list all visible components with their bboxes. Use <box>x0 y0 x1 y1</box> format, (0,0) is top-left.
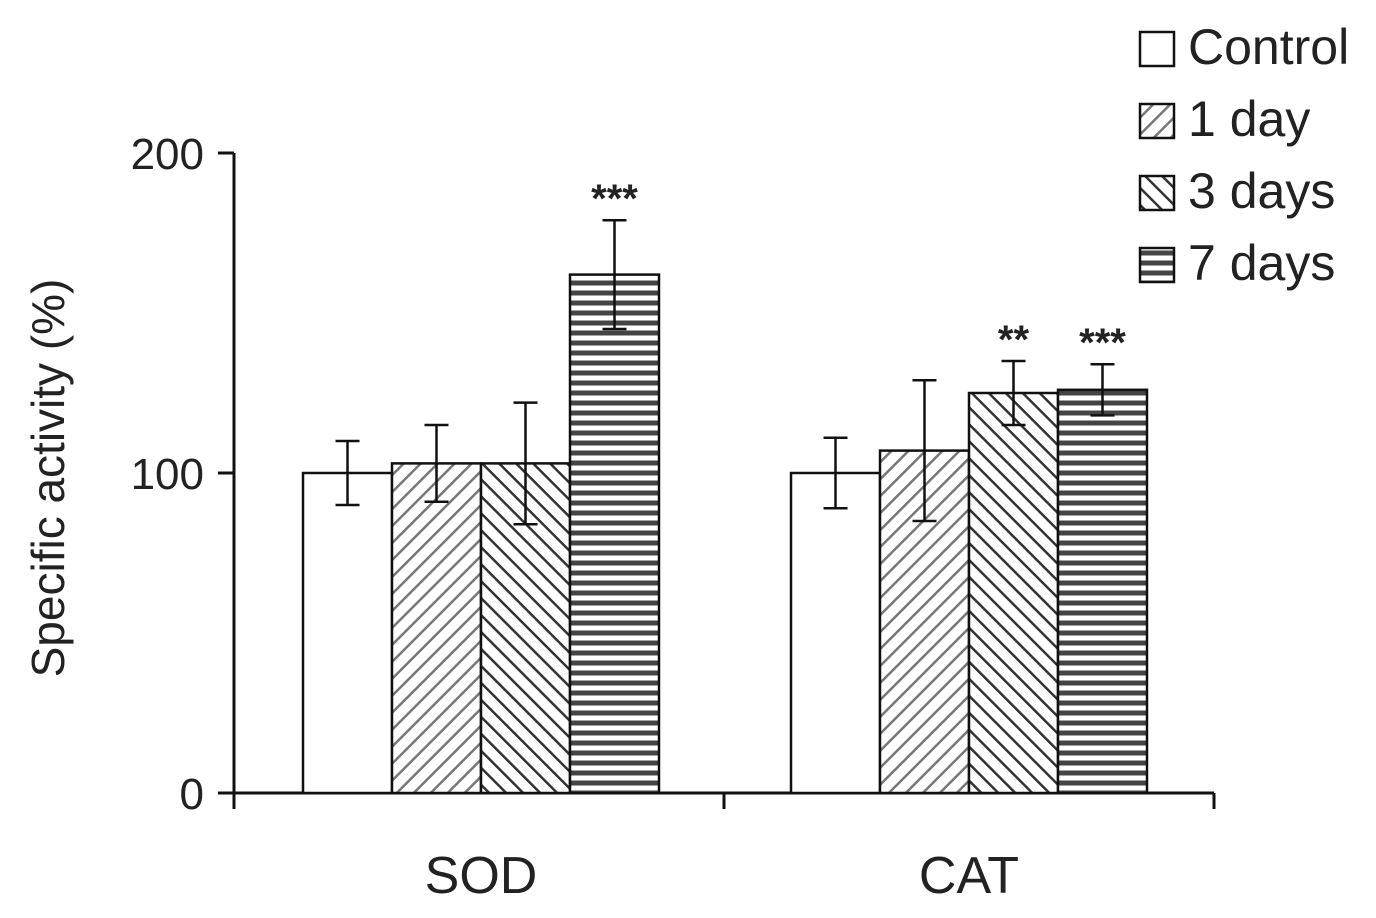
legend-swatch <box>1138 30 1176 68</box>
y-tick-label: 0 <box>180 770 204 819</box>
legend-label: 1 day <box>1188 91 1310 147</box>
bars-group <box>301 273 1149 795</box>
bar-cat-control <box>789 471 882 795</box>
bar-sod-1-day <box>390 462 483 795</box>
legend-label: 7 days <box>1188 235 1335 291</box>
significance-label: *** <box>1079 321 1126 365</box>
bar-cat-7-days <box>1056 388 1149 795</box>
y-tick-label: 200 <box>131 130 204 179</box>
legend-label: Control <box>1188 19 1349 75</box>
annotations-group: ***** *** <box>591 177 1126 365</box>
bar-sod-control <box>301 471 394 795</box>
legend-label: 3 days <box>1188 163 1335 219</box>
legend-swatch <box>1138 174 1176 212</box>
legend-swatch <box>1138 246 1176 284</box>
y-ticks: 0 100 200 <box>131 130 1216 819</box>
error-bars-group <box>335 218 1115 526</box>
y-tick-label: 100 <box>131 450 204 499</box>
bar-cat-3-days <box>967 391 1060 795</box>
legend-swatch <box>1138 102 1176 140</box>
category-labels: SOD CAT <box>425 847 1019 905</box>
significance-label: *** <box>591 177 638 221</box>
y-axis-label: Specific activity (%) <box>22 279 74 678</box>
significance-label: ** <box>998 318 1030 362</box>
legend: Control 1 day 3 days 7 days <box>1138 19 1349 291</box>
category-label-cat: CAT <box>919 847 1019 905</box>
bar-sod-7-days <box>568 273 661 795</box>
category-label-sod: SOD <box>425 847 538 905</box>
